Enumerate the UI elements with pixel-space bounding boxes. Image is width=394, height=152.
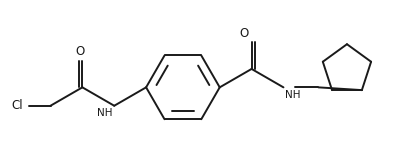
Text: Cl: Cl: [11, 99, 23, 112]
Text: O: O: [239, 27, 249, 40]
Text: NH: NH: [97, 108, 112, 118]
Text: O: O: [75, 45, 84, 58]
Text: NH: NH: [285, 90, 301, 100]
